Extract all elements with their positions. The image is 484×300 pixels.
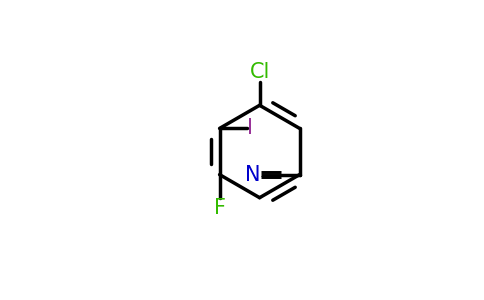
Text: I: I <box>247 118 253 138</box>
Text: F: F <box>213 198 226 218</box>
Text: N: N <box>245 165 260 184</box>
Text: Cl: Cl <box>249 62 270 82</box>
